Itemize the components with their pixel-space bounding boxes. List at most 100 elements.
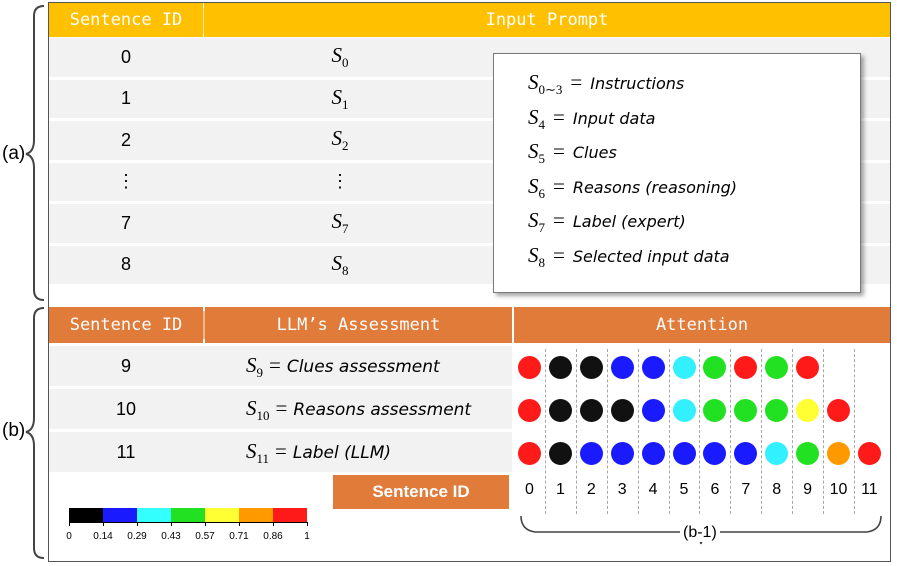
legend-equals: = — [553, 139, 565, 163]
attention-dot — [734, 441, 758, 465]
header-divider — [203, 311, 205, 339]
colorbar-segment — [273, 508, 307, 522]
attention-dot — [703, 441, 727, 465]
row-assessment: S9 = Clues assessment — [246, 353, 440, 381]
header-divider — [203, 8, 204, 34]
attention-dot — [610, 441, 634, 465]
attention-gridline — [699, 349, 701, 514]
colorbar-tick — [137, 522, 138, 526]
attention-gridline — [637, 349, 639, 514]
row-sentence-symbol: S1 — [220, 80, 460, 119]
attention-dot — [518, 398, 541, 422]
colorbar-axis — [69, 522, 307, 523]
colorbar-segment — [205, 508, 239, 522]
attention-dot — [765, 441, 789, 465]
legend-entry: S8 = Selected input data — [528, 243, 730, 271]
attention-dot — [641, 355, 665, 379]
attention-dot — [765, 398, 789, 422]
header-divider — [512, 307, 514, 343]
legend-text: Input data — [572, 108, 656, 128]
brace-svg — [25, 5, 45, 559]
legend-entry: S5 = Clues — [528, 139, 617, 167]
brace-a — [25, 5, 45, 301]
sentence-symbol: S2 — [331, 126, 349, 154]
axis-tick-label: 2 — [586, 481, 596, 498]
section-b-label: (b) — [2, 420, 26, 442]
attention-dot — [579, 441, 603, 465]
colorbar-label: 0.29 — [127, 531, 147, 542]
colorbar-tick — [171, 522, 172, 526]
attention-gridline — [730, 349, 732, 514]
axis-tick-label: 10 — [829, 481, 848, 498]
row-sentence-symbol: S0 — [220, 38, 460, 77]
attention-dot — [672, 398, 696, 422]
colorbar-tick — [239, 522, 240, 526]
colorbar-label: 0.43 — [161, 531, 181, 542]
assessment-text: Clues assessment — [286, 357, 440, 377]
colorbar-tick — [307, 522, 308, 526]
sentence-symbol: S10 — [246, 396, 270, 424]
row-sentence-id: 11 — [116, 441, 136, 462]
legend-entry: S6 = Reasons (reasoning) — [528, 174, 737, 202]
row-assessment: S10 = Reasons assessment — [246, 396, 471, 424]
table-row — [49, 432, 512, 472]
legend-equals: = — [570, 70, 583, 94]
section-b-header-id: Sentence ID — [49, 307, 203, 343]
legend-symbol: S7 — [528, 208, 545, 236]
section-a-label: (a) — [2, 143, 26, 165]
legend-text: Instructions — [590, 74, 685, 93]
row-sentence-symbol: S8 — [220, 246, 460, 285]
assessment-text: Reasons assessment — [293, 400, 472, 420]
sentence-symbol: S8 — [331, 250, 349, 278]
colorbar-tick — [205, 522, 206, 526]
legend-symbol: S4 — [528, 104, 545, 132]
attention-dot — [548, 355, 572, 379]
section-a-header-id: Sentence ID — [49, 3, 203, 37]
attention-gridline — [575, 349, 577, 514]
axis-tick-label: 8 — [772, 481, 782, 498]
colorbar-label: 0 — [66, 531, 72, 542]
legend-text: Reasons (reasoning) — [572, 177, 738, 197]
attention-dot — [765, 355, 789, 379]
row-assessment: S11 = Label (LLM) — [246, 439, 391, 467]
legend-text: Label (expert) — [572, 212, 686, 231]
assessment-equals: = — [275, 396, 288, 420]
attention-dot — [703, 355, 727, 379]
attention-dot — [518, 355, 541, 379]
axis-tick-label: 11 — [861, 481, 878, 498]
attention-dot — [641, 398, 665, 422]
legend-equals: = — [553, 242, 565, 267]
sentence-symbol: S11 — [246, 439, 270, 467]
sentence-symbol: S7 — [331, 209, 349, 237]
legend-entry: S7 = Label (expert) — [528, 208, 686, 236]
legend-symbol: S5 — [528, 139, 545, 167]
row-sentence-id: 1 — [120, 88, 131, 109]
attention-dot — [857, 441, 881, 465]
colorbar-label: 0.86 — [263, 531, 283, 542]
brace-b1 — [520, 515, 882, 545]
attention-dot — [672, 441, 696, 465]
attention-dot — [518, 441, 541, 465]
colorbar-label: 1 — [304, 531, 310, 542]
colorbar-label: 0.14 — [93, 531, 113, 542]
brace-b1-label: (b-1) — [680, 524, 720, 542]
attention-dot — [796, 441, 820, 465]
legend-symbol: S0∼3 — [528, 70, 563, 98]
attention-gridline — [761, 349, 763, 514]
colorbar-tick — [273, 522, 274, 526]
row-sentence-symbol: ⋮ — [331, 171, 349, 192]
axis-tick-label: 3 — [617, 481, 627, 498]
axis-tick-label: 0 — [525, 481, 534, 498]
row-sentence-symbol: S2 — [220, 121, 460, 160]
attention-dot — [548, 441, 572, 465]
legend-equals: = — [553, 173, 565, 198]
assessment-equals: = — [275, 439, 287, 463]
attention-dot — [641, 441, 665, 465]
attention-dot — [827, 441, 850, 465]
colorbar-tick — [69, 522, 70, 526]
attention-dot — [548, 398, 572, 422]
figure-frame — [48, 2, 891, 562]
axis-tick-label: 5 — [679, 481, 689, 498]
axis-tick-label: 9 — [803, 481, 813, 498]
assessment-text: Label (LLM) — [292, 443, 392, 463]
